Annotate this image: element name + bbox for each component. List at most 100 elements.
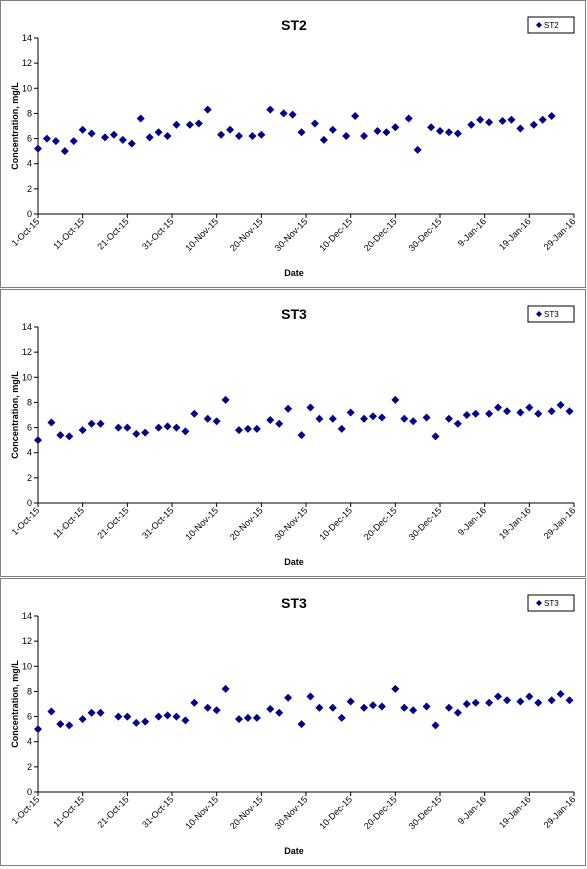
x-axis-label: Date (284, 557, 304, 567)
data-point-diamond (87, 129, 96, 138)
data-point-diamond (400, 703, 409, 712)
data-point-diamond (163, 711, 172, 720)
data-point-diamond (346, 408, 355, 417)
x-tick-label: 19-Jan-16 (497, 794, 533, 830)
y-tick-label: 10 (22, 83, 32, 93)
data-point-diamond (235, 715, 243, 724)
data-point-diamond (377, 413, 386, 422)
x-tick-label: 10-Nov-15 (183, 216, 220, 253)
data-point-diamond (413, 145, 422, 154)
data-point-diamond (346, 697, 355, 706)
data-point-diamond (127, 139, 136, 148)
data-point-diamond (123, 423, 132, 432)
data-point-diamond (248, 132, 257, 141)
data-point-diamond (462, 700, 471, 708)
data-point-diamond (221, 684, 230, 693)
chart-st3-copy: ST3 0 2 4 6 8 10 12 14 1-Oct-15 11-Oct-15 21-Oct-15… (10, 594, 578, 856)
data-point-diamond (235, 132, 243, 141)
data-point-diamond (427, 123, 436, 132)
data-point-diamond (485, 409, 494, 418)
data-point-diamond (34, 436, 42, 445)
data-point-diamond (141, 717, 150, 726)
data-point-diamond (525, 403, 534, 412)
data-point-diamond (431, 721, 440, 730)
data-point-diamond (360, 414, 369, 423)
data-point-diamond (47, 418, 56, 427)
data-point-diamond (279, 109, 288, 118)
x-tick-label: 30-Dec-15 (407, 794, 444, 831)
x-tick-label: 29-Jan-16 (542, 794, 578, 830)
y-tick-label: 12 (22, 636, 32, 646)
data-point-diamond (154, 128, 163, 137)
data-point-diamond (212, 706, 221, 715)
data-point-diamond (60, 147, 69, 156)
data-point-diamond (78, 125, 87, 134)
data-point-diamond (556, 689, 565, 698)
data-point-diamond (266, 416, 275, 425)
y-tick-label: 4 (27, 448, 32, 458)
data-point-diamond (217, 130, 226, 139)
y-tick-label: 0 (27, 498, 32, 508)
data-point-diamond (42, 134, 51, 143)
data-point-diamond (114, 712, 123, 721)
data-point-diamond (163, 422, 172, 431)
data-point-diamond (382, 128, 391, 137)
data-point-diamond (252, 424, 261, 433)
x-tick-label: 1-Oct-15 (10, 794, 42, 826)
y-tick-label: 6 (27, 423, 32, 433)
x-tick-label: 9-Jan-16 (456, 216, 488, 248)
data-point-diamond (266, 105, 275, 114)
data-point-diamond (226, 125, 235, 134)
data-point-diamond (404, 114, 413, 123)
chart-st3: ST3 0 2 4 6 8 10 12 14 1-Oct-15 11-Oct-15 21-Oct-15… (10, 305, 578, 567)
data-point-diamond (476, 115, 485, 124)
x-tick-label: 19-Jan-16 (497, 505, 533, 541)
data-point-diamond (154, 423, 163, 432)
data-point-diamond (181, 427, 190, 436)
y-tick-label: 0 (27, 787, 32, 797)
data-point-diamond (400, 414, 409, 423)
y-tick-label: 2 (27, 184, 32, 194)
x-tick-label: 30-Nov-15 (273, 216, 310, 253)
legend-label: ST3 (544, 599, 559, 608)
data-point-diamond (114, 423, 123, 432)
data-point-diamond (78, 715, 87, 724)
data-point-diamond (101, 133, 109, 142)
data-point-diamond (203, 414, 212, 423)
data-point-diamond (145, 133, 154, 142)
x-tick-label: 9-Jan-16 (456, 505, 488, 537)
x-tick-label: 31-Oct-15 (140, 505, 175, 540)
data-point-diamond (565, 407, 574, 416)
data-point-diamond (96, 708, 105, 717)
x-tick-label: 29-Jan-16 (542, 505, 578, 541)
data-point-diamond (297, 720, 306, 729)
chart-panel-st3-copy: ST3 0 2 4 6 8 10 12 14 1-Oct-15 11-Oct-15 21-Oct-15… (0, 578, 586, 866)
x-tick-label: 21-Oct-15 (95, 505, 130, 540)
data-point-diamond (436, 127, 444, 136)
data-point-diamond (529, 120, 538, 129)
data-point-diamond (275, 419, 284, 428)
data-point-diamond (34, 725, 42, 734)
data-point-diamond (132, 718, 141, 727)
data-point-diamond (453, 419, 462, 428)
data-point-diamond (243, 713, 252, 722)
data-point-diamond (266, 705, 275, 714)
data-point-diamond (284, 693, 293, 702)
data-point-diamond (471, 698, 480, 707)
data-point-diamond (409, 417, 418, 426)
data-point-diamond (471, 409, 480, 418)
data-point-diamond (467, 120, 476, 129)
data-point-diamond (328, 125, 337, 134)
data-point-diamond (369, 701, 377, 710)
data-point-diamond (78, 426, 87, 435)
y-tick-label: 6 (27, 134, 32, 144)
data-point-diamond (306, 692, 315, 701)
data-point-diamond (136, 114, 145, 123)
data-point-diamond (391, 123, 400, 132)
chart-st2: ST2 0 2 4 6 8 10 12 14 1-Oct-15 11-Oct-15 21-Oct-15… (10, 16, 577, 278)
data-point-diamond (485, 118, 494, 127)
data-point-diamond (212, 417, 221, 426)
x-tick-label: 20-Dec-15 (362, 794, 399, 831)
y-tick-label: 10 (22, 661, 32, 671)
data-point-diamond (297, 431, 306, 440)
